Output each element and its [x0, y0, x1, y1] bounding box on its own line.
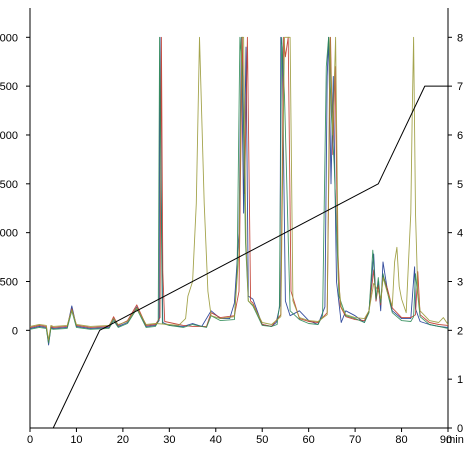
y-left-tick-label: 2500: [0, 81, 18, 93]
x-tick-label: 20: [117, 434, 129, 446]
series-layer: [29, 36, 449, 429]
x-tick-label: 30: [163, 434, 175, 446]
x-unit-label: min: [446, 434, 464, 446]
x-tick-label: 40: [210, 434, 222, 446]
x-tick-label: 60: [303, 434, 315, 446]
y-left-tick-label: 0: [12, 325, 18, 337]
x-tick-label: 80: [395, 434, 407, 446]
y-right-tick-label: 1: [457, 374, 463, 386]
y-right-tick-label: 2: [457, 325, 463, 337]
y-right-tick-label: 0: [457, 423, 463, 435]
y-right-tick-label: 6: [457, 130, 463, 142]
x-tick-label: 0: [27, 434, 33, 446]
y-left-tick-label: 3000: [0, 32, 18, 44]
y-right-tick-label: 7: [457, 81, 463, 93]
chromatogram-trace-4: [29, 36, 449, 341]
chromatogram-trace-3: [29, 36, 449, 344]
y-left-tick-label: 1000: [0, 228, 18, 240]
y-left-tick-label: 2000: [0, 130, 18, 142]
y-left-tick-label: 1500: [0, 179, 18, 191]
x-tick-label: 70: [349, 434, 361, 446]
x-tick-label: 10: [70, 434, 82, 446]
gradient-line: [52, 85, 448, 429]
x-tick-label: 50: [256, 434, 268, 446]
x-tick-label: 90: [440, 434, 452, 446]
axes-layer: 0102030405060708090min300025002000150010…: [0, 32, 464, 446]
y-right-tick-label: 8: [457, 32, 463, 44]
plot-frame: [29, 8, 449, 429]
y-right-tick-label: 5: [457, 179, 463, 191]
y-left-tick-label: 500: [0, 276, 18, 288]
y-right-tick-label: 3: [457, 276, 463, 288]
y-right-tick-label: 4: [457, 228, 463, 240]
